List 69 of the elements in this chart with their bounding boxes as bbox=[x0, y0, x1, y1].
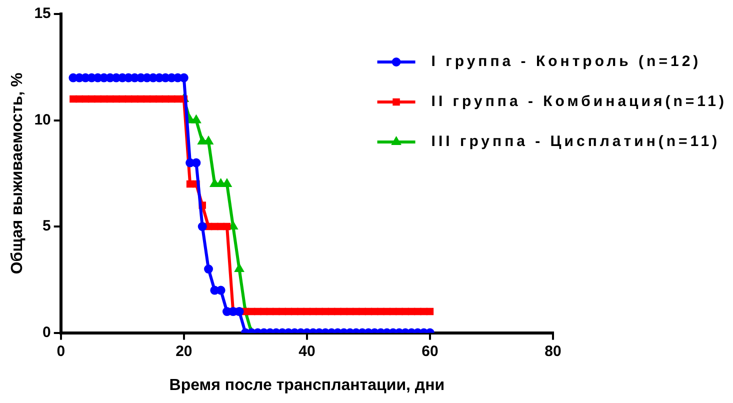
y-tick-label: 15 bbox=[34, 5, 51, 22]
x-tick-label: 40 bbox=[298, 342, 316, 360]
point bbox=[370, 308, 378, 316]
point bbox=[278, 308, 286, 316]
point bbox=[94, 95, 102, 103]
point bbox=[334, 308, 342, 316]
x-tick-label: 0 bbox=[56, 342, 66, 360]
x-tick-label: 60 bbox=[422, 342, 438, 360]
point bbox=[408, 308, 416, 316]
point bbox=[364, 308, 372, 316]
point bbox=[352, 308, 360, 316]
point bbox=[70, 95, 77, 103]
point bbox=[420, 308, 428, 316]
point bbox=[223, 222, 231, 230]
point bbox=[316, 308, 323, 316]
point bbox=[260, 308, 268, 316]
point bbox=[235, 264, 244, 272]
point bbox=[322, 308, 330, 316]
point bbox=[198, 222, 207, 232]
point bbox=[143, 95, 151, 103]
point bbox=[309, 308, 317, 316]
y-tick-label: 0 bbox=[42, 324, 51, 341]
point bbox=[106, 95, 114, 103]
legend-label: I группа - Контроль (n=12) bbox=[431, 53, 702, 70]
x-axis-title: Время после трансплантации, дни bbox=[169, 376, 445, 394]
point bbox=[383, 308, 391, 316]
point bbox=[217, 222, 224, 230]
point bbox=[266, 308, 274, 316]
point bbox=[76, 95, 83, 103]
point bbox=[88, 95, 96, 103]
point bbox=[414, 308, 422, 316]
point bbox=[396, 308, 403, 316]
point bbox=[377, 308, 384, 316]
point bbox=[248, 308, 256, 316]
point bbox=[112, 95, 120, 103]
y-tick-label: 5 bbox=[42, 218, 51, 235]
point bbox=[186, 180, 194, 188]
legend-label: II группа - Комбинация(n=11) bbox=[431, 93, 728, 110]
point bbox=[82, 95, 90, 103]
point bbox=[291, 308, 298, 316]
point bbox=[426, 308, 434, 316]
point bbox=[131, 95, 138, 103]
point bbox=[100, 95, 108, 103]
point bbox=[328, 308, 336, 316]
point bbox=[297, 308, 304, 316]
point bbox=[204, 264, 214, 274]
point bbox=[254, 308, 262, 316]
point bbox=[124, 95, 132, 103]
x-tick-label: 20 bbox=[176, 342, 192, 360]
point bbox=[168, 95, 176, 103]
point bbox=[211, 222, 218, 230]
y-axis-title: Общая выживаемость, % bbox=[9, 72, 26, 274]
point bbox=[137, 95, 144, 103]
point bbox=[118, 95, 126, 103]
point bbox=[402, 308, 409, 316]
point bbox=[156, 95, 163, 103]
y-tick-label: 10 bbox=[34, 111, 51, 128]
legend-label: III группа - Цисплатин(n=11) bbox=[431, 133, 720, 150]
point bbox=[303, 308, 311, 316]
point bbox=[162, 95, 170, 103]
point bbox=[340, 308, 348, 316]
point bbox=[174, 95, 182, 103]
point bbox=[389, 308, 397, 316]
point bbox=[284, 308, 292, 316]
point bbox=[150, 95, 157, 103]
x-tick-label: 80 bbox=[544, 342, 562, 360]
point bbox=[272, 308, 280, 316]
point bbox=[346, 308, 354, 316]
point bbox=[358, 308, 366, 316]
